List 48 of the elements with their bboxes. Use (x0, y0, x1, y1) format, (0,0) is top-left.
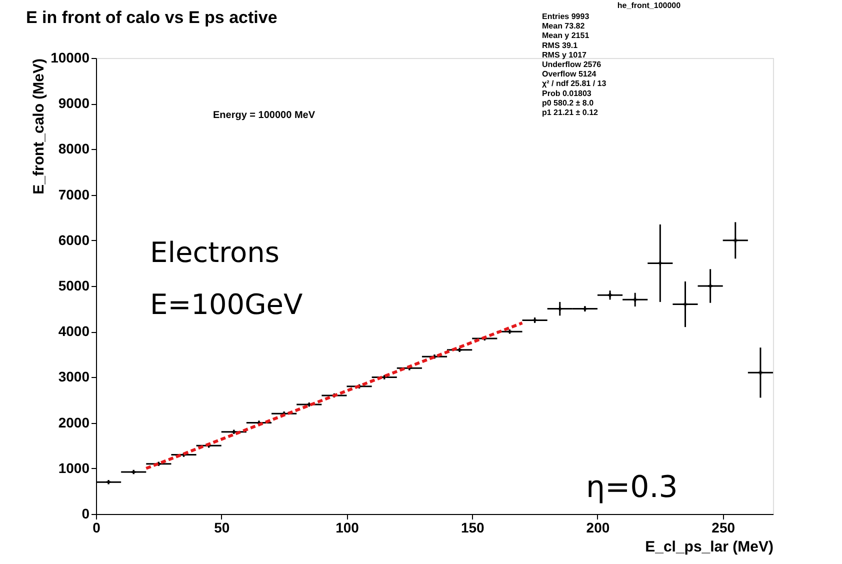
point (658, 261, 662, 266)
annotation: Energy = 100000 MeV (212, 110, 316, 121)
chart-title: E in front of calo vs E ps active (26, 8, 278, 27)
text: Mean 73.82 (542, 22, 586, 31)
point (708, 284, 712, 288)
x-tick-label: 200 (586, 520, 610, 536)
y-tick-label: 7000 (58, 186, 90, 202)
x-tick-label: 0 (92, 520, 101, 536)
y-axis-title: E_front_calo (MeV) (30, 58, 48, 194)
x-tick-label: 100 (336, 520, 360, 536)
text: Mean y 2151 (542, 31, 590, 40)
text: Entries 9993 (542, 12, 590, 21)
point (106, 480, 111, 484)
text: RMS 39.1 (542, 40, 578, 50)
point (508, 329, 512, 334)
y-tick-label: 1000 (58, 460, 90, 476)
x-tick-label: 250 (712, 520, 736, 536)
point (232, 430, 236, 434)
x-tick-label: 150 (460, 520, 485, 536)
annotation: RMS y 1017 (542, 50, 588, 60)
y-tick-label: 2000 (58, 414, 90, 430)
annotation: Electrons (150, 236, 280, 269)
point (683, 302, 688, 306)
annotation: Overflow 5124 (542, 70, 597, 79)
x-tick-label: 50 (214, 520, 230, 536)
y-tick-label: 6000 (58, 232, 90, 248)
point (608, 293, 612, 298)
y-tick-label: 5000 (58, 278, 90, 294)
point (457, 348, 462, 352)
point (632, 298, 638, 302)
y-tick-label: 9000 (58, 95, 90, 112)
y-tick-label: 10000 (50, 50, 90, 66)
point (131, 470, 136, 474)
annotation: Underflow 2576 (542, 60, 602, 69)
annotation: E=100GeV (150, 288, 303, 321)
annotation: Prob 0.01803 (542, 88, 592, 98)
y-tick-label: 4000 (58, 323, 90, 340)
annotation: p1 21.21 ± 0.12 (542, 108, 599, 117)
y-tick-label: 8000 (58, 140, 90, 157)
point (758, 370, 763, 375)
point (558, 306, 562, 311)
x-axis-title: E_cl_ps_lar (MeV) (645, 538, 774, 556)
annotation: p0 580.2 ± 8.0 (542, 98, 594, 108)
annotation: η=0.3 (586, 470, 678, 505)
y-tick-label: 3000 (58, 368, 90, 385)
annotation: χ² / ndf 25.81 / 13 (542, 79, 607, 88)
y-tick-label: 0 (82, 506, 90, 522)
text: he_front_100000 (617, 1, 682, 10)
